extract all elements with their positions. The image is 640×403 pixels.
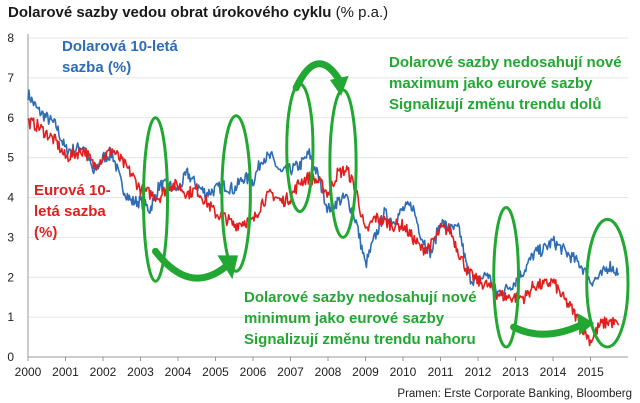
y-tick-label: 6 <box>7 111 14 125</box>
x-tick-label: 2011 <box>428 365 454 379</box>
annotation-arrowhead <box>217 255 238 280</box>
x-tick-label: 2005 <box>202 365 229 379</box>
top-annotation: Dolarové sazby nedosahují nové maximum j… <box>389 52 622 115</box>
top-annotation-line-1: Dolarové sazby nedosahují nové <box>389 54 622 71</box>
x-tick-label: 2013 <box>502 365 529 379</box>
usd-series-label: Dolarová 10-letá sazba (%) <box>62 36 178 78</box>
y-tick-label: 7 <box>7 71 14 85</box>
annotation-arrow <box>292 60 343 92</box>
annotation-ellipse <box>142 116 169 283</box>
annotation-arrow <box>510 319 589 338</box>
x-tick-label: 2008 <box>315 365 342 379</box>
top-annotation-line-2: maximum jako eurové sazby <box>389 75 593 92</box>
source-note: Pramen: Erste Corporate Banking, Bloombe… <box>397 388 632 400</box>
eur-label-line-3: (%) <box>34 224 58 241</box>
x-tick-label: 2000 <box>15 365 42 379</box>
y-tick-label: 1 <box>7 310 14 324</box>
chart-title-main: Dolarové sazby vedou obrat úrokového cyk… <box>8 4 332 21</box>
x-tick-label: 2006 <box>240 365 267 379</box>
x-tick-label: 2009 <box>352 365 379 379</box>
x-tick-label: 2007 <box>277 365 304 379</box>
annotation-shapes <box>142 60 630 349</box>
axes: 0 1 2 3 4 5 6 7 8 2000 2001 2002 2003 2004 2005 2006 200… <box>7 31 628 379</box>
top-annotation-line-3: Signalizují změnu trendu dolů <box>389 96 602 113</box>
usd-label-line-2: sazba (%) <box>62 59 132 76</box>
x-tick-label: 2012 <box>465 365 492 379</box>
y-tick-label: 4 <box>7 191 14 205</box>
annotation-ellipse <box>585 217 630 349</box>
x-tick-label: 2002 <box>90 365 117 379</box>
annotation-arrow <box>152 247 229 282</box>
eur-label-line-1: Eurová 10- <box>34 182 111 199</box>
y-tick-label: 5 <box>7 151 14 165</box>
x-tick-label: 2004 <box>165 365 192 379</box>
chart-title: Dolarové sazby vedou obrat úrokového cyk… <box>8 4 388 21</box>
x-tick-label: 2015 <box>577 365 604 379</box>
y-tick-label: 3 <box>7 230 14 244</box>
chart-title-unit: (% p.a.) <box>335 4 389 21</box>
grid <box>28 37 628 318</box>
bottom-annotation-line-1: Dolarové sazby nedosahují nové <box>244 289 477 306</box>
series-lines <box>27 89 620 347</box>
annotation-arrowhead <box>577 313 595 336</box>
x-tick-label: 2014 <box>540 365 567 379</box>
annotation-arrowhead <box>329 75 349 96</box>
bottom-annotation-line-2: minimum jako eurové sazby <box>244 310 445 327</box>
x-tick-label: 2003 <box>127 365 154 379</box>
annotation-ellipse <box>492 205 520 349</box>
annotation-ellipse <box>285 82 315 213</box>
eur-yield-line <box>27 117 620 347</box>
annotation-ellipse <box>220 114 252 273</box>
x-tick-label: 2001 <box>52 365 79 379</box>
y-tick-label: 8 <box>7 31 14 45</box>
y-tick-label: 2 <box>7 270 14 284</box>
bottom-annotation: Dolarové sazby nedosahují nové minimum j… <box>244 287 477 350</box>
annotation-ellipse <box>328 88 358 239</box>
eur-label-line-2: letá sazba <box>34 203 106 220</box>
bottom-annotation-line-3: Signalizují změnu trendu nahoru <box>244 331 476 348</box>
eur-series-label: Eurová 10- letá sazba (%) <box>34 180 111 243</box>
y-tick-label: 0 <box>7 350 14 364</box>
usd-label-line-1: Dolarová 10-letá <box>62 38 178 55</box>
x-tick-label: 2010 <box>390 365 417 379</box>
